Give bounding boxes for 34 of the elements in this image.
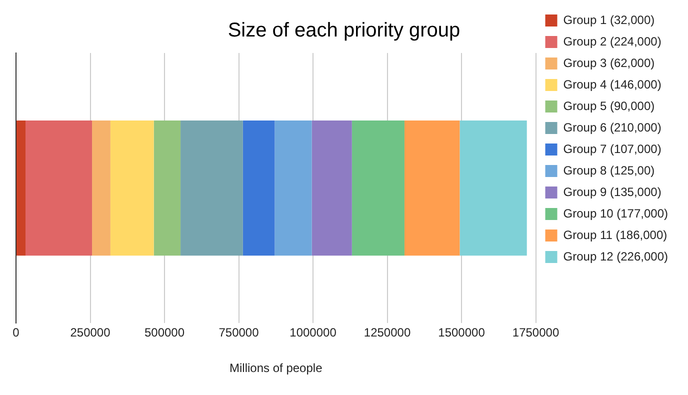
x-tick-label: 250000 xyxy=(70,326,111,340)
bar xyxy=(110,120,154,256)
legend-label: Group 4 (146,000) xyxy=(563,77,662,92)
legend-label: Group 11 (186,000) xyxy=(563,228,668,242)
bar xyxy=(352,120,404,256)
x-tick-label: 1250000 xyxy=(364,326,411,340)
legend-label: Group 12 (226,000) xyxy=(563,249,668,264)
x-tick-label: 750000 xyxy=(218,326,260,340)
bar xyxy=(180,120,243,256)
x-tick-label: 500000 xyxy=(144,326,185,340)
bar xyxy=(404,120,460,256)
legend-label: Group 6 (210,000) xyxy=(563,120,662,134)
bar xyxy=(460,120,527,256)
x-tick-label: 0 xyxy=(12,326,20,340)
x-axis-title: Millions of people xyxy=(230,361,323,376)
legend-label: Group 8 (125,00) xyxy=(563,163,655,178)
bar xyxy=(26,120,92,256)
bar xyxy=(274,120,312,256)
legend-label: Group 1 (32,000) xyxy=(563,12,655,27)
legend-label: Group 3 (62,000) xyxy=(563,56,655,70)
legend-label: Group 2 (224,000) xyxy=(563,34,662,48)
chart-title: Size of each priority group xyxy=(228,20,460,42)
bar xyxy=(312,120,352,256)
x-tick-label: 1000000 xyxy=(290,326,337,340)
bar xyxy=(92,120,110,256)
x-tick-label: 1750000 xyxy=(512,326,560,340)
legend-label: Group 7 (107,000) xyxy=(563,142,662,156)
legend-label: Group 9 (135,000) xyxy=(563,184,662,199)
bar xyxy=(242,120,275,256)
x-tick-label: 1500000 xyxy=(438,326,486,340)
bar xyxy=(154,120,181,256)
legend-label: Group 10 (177,000) xyxy=(563,206,668,220)
bar xyxy=(16,120,26,256)
legend-label: Group 5 (90,000) xyxy=(563,98,655,113)
